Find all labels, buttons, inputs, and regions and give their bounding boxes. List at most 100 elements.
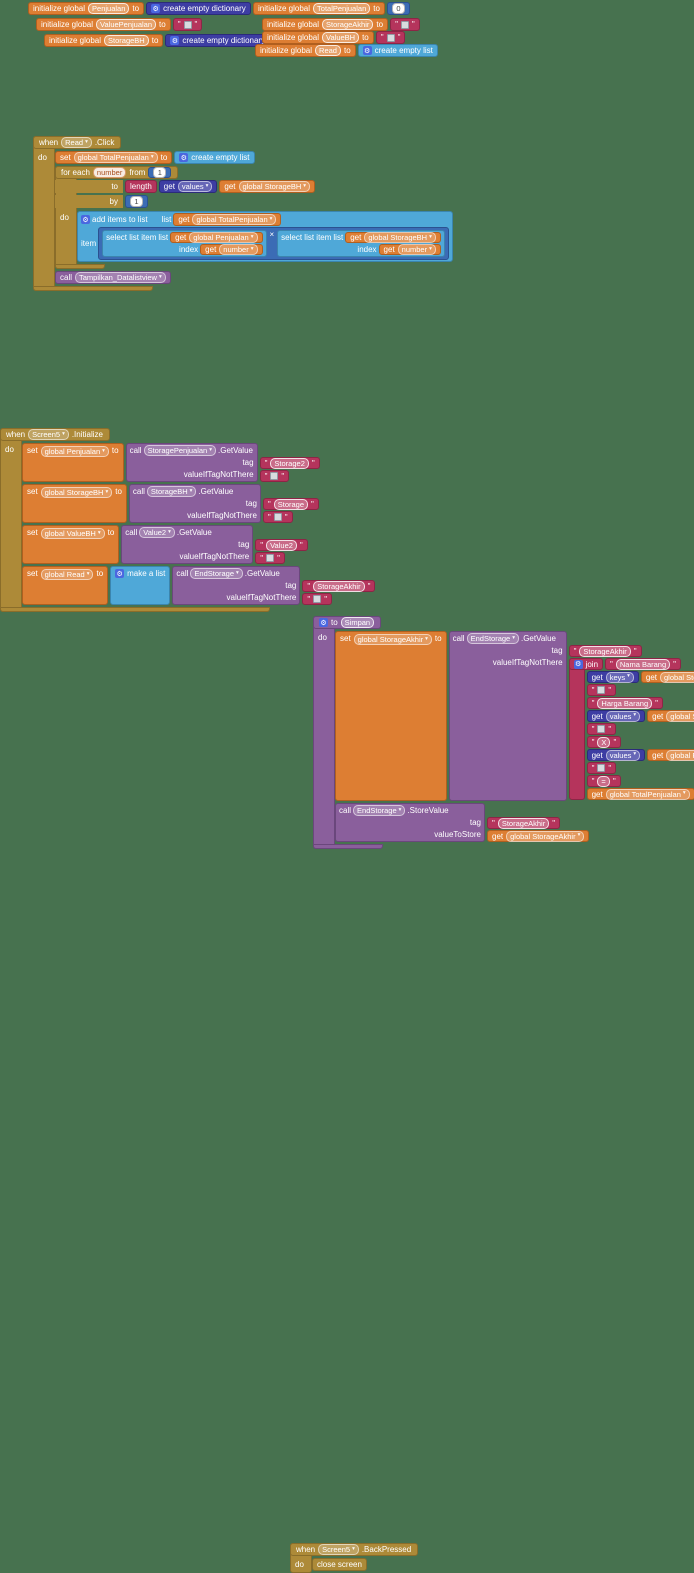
global-valuepenjualan-name-field[interactable]: ValuePenjualan xyxy=(96,19,157,30)
empty-string-block[interactable]: " " xyxy=(390,18,420,31)
empty-string-box[interactable] xyxy=(597,764,606,772)
screen5-component-dropdown[interactable]: Screen5 ▾ xyxy=(318,1544,359,1555)
global-valuebh-name-field[interactable]: ValueBH xyxy=(322,32,360,43)
global-totalpenjualan-dropdown[interactable]: global TotalPenjualan ▾ xyxy=(73,152,158,163)
text-value2-block[interactable]: " Value2 " xyxy=(255,539,308,551)
number-zero-block[interactable]: 0 xyxy=(386,2,410,15)
call-value2-getvalue-block[interactable]: call Value2 ▾ .GetValue tag valueIfTagNo… xyxy=(121,525,254,564)
get-global-totalpenjualan-block[interactable]: get global TotalPenjualan ▾ xyxy=(586,788,694,800)
mutator-gear-icon[interactable]: ⚙ xyxy=(115,569,125,578)
text-storageakhir-block[interactable]: " StorageAkhir " xyxy=(487,817,561,829)
get-global-storagebh-block[interactable]: get global StorageBH ▾ xyxy=(219,180,316,193)
tampilkan-procedure-dropdown[interactable]: Tampilkan_Datalistview ▾ xyxy=(75,272,166,283)
values-dropdown[interactable]: values ▾ xyxy=(605,710,641,722)
get-global-totalpenjualan-block[interactable]: get global TotalPenjualan ▾ xyxy=(173,213,282,226)
mutator-gear-icon[interactable]: ⚙ xyxy=(151,4,161,13)
initialize-global-penjualan-block[interactable]: initialize global Penjualan to xyxy=(28,2,145,15)
mutator-gear-icon[interactable]: ⚙ xyxy=(319,618,328,627)
empty-string-box[interactable] xyxy=(597,725,606,733)
global-penjualan-dropdown[interactable]: global Penjualan ▾ xyxy=(40,446,109,457)
number-field[interactable]: 1 xyxy=(153,167,167,178)
text-storage2-block[interactable]: " Storage2 " xyxy=(259,457,320,469)
when-screen5-backpressed-block[interactable]: when Screen5 ▾ .BackPressed do close scr… xyxy=(290,1543,419,1573)
global-totalpenjualan-name-field[interactable]: TotalPenjualan xyxy=(313,3,371,14)
call-endstorage-getvalue-block[interactable]: call EndStorage ▾ .GetValue tag valueIfT… xyxy=(448,631,567,801)
when-read-click-block[interactable]: when Read ▾ .Click do set global TotalPe… xyxy=(33,136,453,291)
global-storagebh-dropdown[interactable]: global StorageBH ▾ xyxy=(660,671,694,683)
join-block-header[interactable]: ⚙ join xyxy=(568,658,604,670)
endstorage-component-dropdown[interactable]: EndStorage ▾ xyxy=(466,633,519,644)
get-global-storageakhir-block[interactable]: get global StorageAkhir ▾ xyxy=(487,830,590,842)
string-field[interactable]: = xyxy=(597,775,610,787)
number-dropdown[interactable]: number ▾ xyxy=(219,244,258,255)
procedure-name-field[interactable]: Simpan xyxy=(340,617,375,628)
global-penjualan-name-field[interactable]: Penjualan xyxy=(88,3,130,14)
get-keys-block[interactable]: get keys ▾ xyxy=(586,671,639,683)
global-storagebh-name-field[interactable]: StorageBH xyxy=(104,35,149,46)
empty-string-box[interactable] xyxy=(386,33,395,42)
global-totalpenjualan-dropdown[interactable]: global TotalPenjualan ▾ xyxy=(192,214,277,225)
global-storageakhir-dropdown[interactable]: global StorageAkhir ▾ xyxy=(506,830,585,842)
number-dropdown[interactable]: number ▾ xyxy=(397,244,436,255)
select-list-item-block[interactable]: select list item list get global Penjual… xyxy=(102,230,267,257)
empty-string-block[interactable]: " " xyxy=(375,31,406,44)
empty-string-block[interactable]: " " xyxy=(172,18,203,31)
storagepenjualan-dropdown[interactable]: StoragePenjualan ▾ xyxy=(143,445,216,456)
string-field[interactable]: X xyxy=(597,736,611,748)
string-field[interactable]: Nama Barang xyxy=(615,658,671,670)
multiplication-block[interactable]: select list item list get global Penjual… xyxy=(98,227,449,260)
call-tampilkan-datalistview-block[interactable]: call Tampilkan_Datalistview ▾ xyxy=(55,271,171,284)
to-simpan-procedure-block[interactable]: ⚙ to Simpan do set global StorageAkhir ▾… xyxy=(313,616,694,849)
string-field[interactable]: StorageAkhir xyxy=(313,580,365,592)
string-field[interactable]: Storage2 xyxy=(270,457,309,469)
empty-string-box[interactable] xyxy=(183,20,192,29)
global-totalpenjualan-dropdown[interactable]: global TotalPenjualan ▾ xyxy=(605,788,690,800)
values-dropdown[interactable]: values ▾ xyxy=(177,181,213,192)
number-one-block[interactable]: 1 xyxy=(148,167,172,178)
for-each-number-block[interactable]: for each number from 1 to length get xyxy=(55,166,453,269)
empty-string-box[interactable] xyxy=(266,554,275,562)
call-storagebh-getvalue-block[interactable]: call StorageBH ▾ .GetValue tag valueIfTa… xyxy=(128,484,261,523)
text-storage-block[interactable]: " Storage " xyxy=(262,498,319,510)
global-storagebh-dropdown[interactable]: global StorageBH ▾ xyxy=(238,181,311,192)
empty-string-block[interactable]: " " xyxy=(586,723,617,735)
read-component-dropdown[interactable]: Read ▾ xyxy=(61,137,92,148)
get-number-block[interactable]: get number ▾ xyxy=(378,244,441,255)
global-penjualan-dropdown[interactable]: global Penjualan ▾ xyxy=(189,232,258,243)
mutator-gear-icon[interactable]: ⚙ xyxy=(81,215,90,224)
join-block[interactable]: ⚙ join " Nama Barang " get xyxy=(568,658,694,801)
set-global-storagebh-block[interactable]: set global StorageBH ▾ to xyxy=(22,484,127,523)
empty-string-box[interactable] xyxy=(270,472,279,480)
global-storagebh-dropdown[interactable]: global StorageBH ▾ xyxy=(364,232,436,243)
text-storageakhir-block[interactable]: " StorageAkhir " xyxy=(302,580,376,592)
get-values-block[interactable]: get values ▾ xyxy=(586,749,646,761)
endstorage-component-dropdown[interactable]: EndStorage ▾ xyxy=(353,805,406,816)
string-field[interactable]: Harga Barang xyxy=(597,697,653,709)
empty-string-box[interactable] xyxy=(273,513,282,521)
get-global-storagebh-block[interactable]: get global StorageBH ▾ xyxy=(345,232,441,243)
set-global-totalpenjualan-block[interactable]: set global TotalPenjualan ▾ to xyxy=(55,151,173,164)
number-field[interactable]: 0 xyxy=(391,3,405,14)
global-read-dropdown[interactable]: global Read ▾ xyxy=(40,569,94,580)
value2-component-dropdown[interactable]: Value2 ▾ xyxy=(139,527,175,538)
empty-string-block[interactable]: " " xyxy=(586,684,617,696)
get-global-storagebh-block[interactable]: get global StorageBH ▾ xyxy=(647,710,694,722)
empty-string-block[interactable]: " " xyxy=(586,762,617,774)
empty-string-block[interactable]: " " xyxy=(262,511,293,523)
get-global-storagebh-block[interactable]: get global StorageBH ▾ xyxy=(640,671,694,683)
number-one-block[interactable]: 1 xyxy=(125,195,148,208)
text-storageakhir-block[interactable]: " StorageAkhir " xyxy=(568,645,642,657)
create-empty-dictionary-block[interactable]: ⚙ create empty dictionary xyxy=(165,34,271,47)
string-field[interactable]: Storage xyxy=(273,498,309,510)
create-empty-dictionary-block[interactable]: ⚙ create empty dictionary xyxy=(146,2,251,15)
call-endstorage-getvalue-block[interactable]: call EndStorage ▾ .GetValue tag valueIfT… xyxy=(172,566,301,605)
mutator-gear-icon[interactable]: ⚙ xyxy=(179,153,189,162)
set-global-storageakhir-block[interactable]: set global StorageAkhir ▾ to xyxy=(335,631,447,801)
global-read-name-field[interactable]: Read xyxy=(315,45,341,56)
empty-string-box[interactable] xyxy=(313,595,322,603)
call-storagepenjualan-getvalue-block[interactable]: call StoragePenjualan ▾ .GetValue tag va… xyxy=(125,443,258,482)
empty-string-block[interactable]: " " xyxy=(255,552,285,564)
text-x-block[interactable]: " X " xyxy=(586,736,622,748)
text-equals-block[interactable]: " = " xyxy=(586,775,621,787)
string-field[interactable]: Value2 xyxy=(266,539,297,551)
